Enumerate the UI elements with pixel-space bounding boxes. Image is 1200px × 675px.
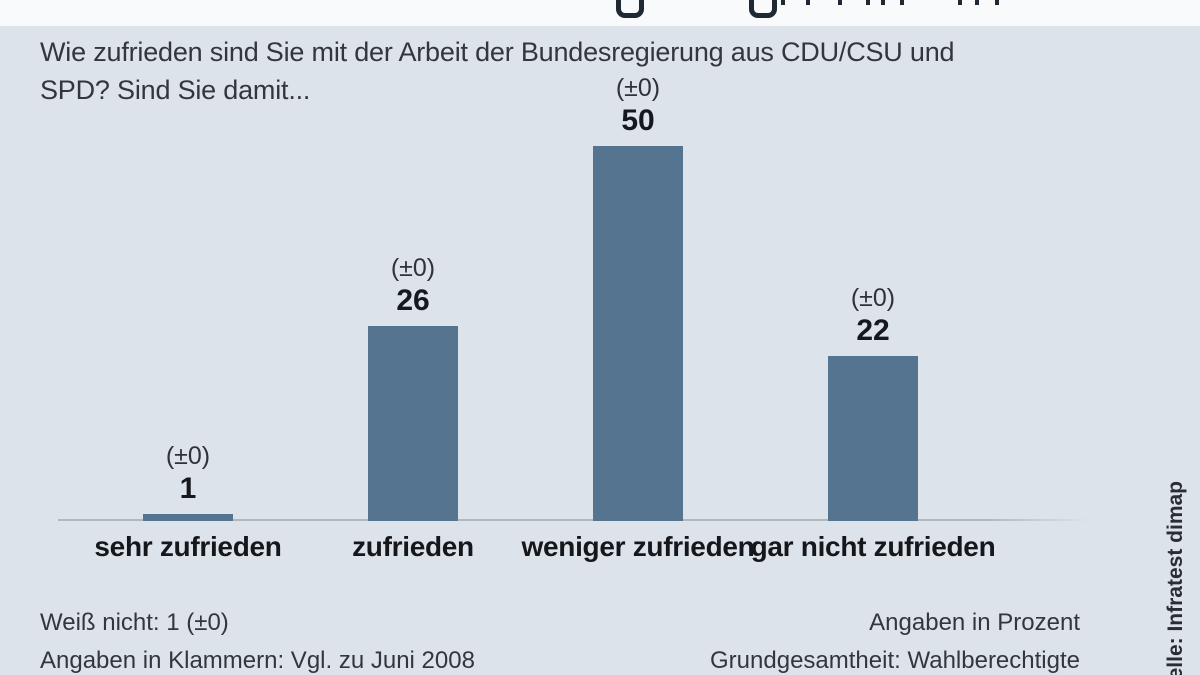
bar xyxy=(593,146,683,521)
survey-question: Wie zufrieden sind Sie mit der Arbeit de… xyxy=(40,33,1060,109)
bar-group-sehr-zufrieden: (±0) 1 xyxy=(48,441,328,521)
cropped-text-fragment xyxy=(958,0,962,5)
bar-group-gar-nicht-zufrieden: (±0) 22 xyxy=(733,283,1013,521)
source-credit: Quelle: Infratest dimap xyxy=(1164,481,1187,675)
survey-question-line2: SPD? Sind Sie damit... xyxy=(40,75,311,105)
change-label: (±0) xyxy=(850,284,896,312)
cropped-headline-strip xyxy=(0,0,1200,26)
footnote-left: Weiß nicht: 1 (±0) Angaben in Klammern: … xyxy=(40,604,475,675)
cropped-text-fragment xyxy=(616,0,644,18)
cropped-text-fragment xyxy=(866,0,870,5)
footnote-right: Angaben in Prozent Grundgesamtheit: Wahl… xyxy=(710,604,1080,675)
category-label: gar nicht zufrieden xyxy=(750,531,996,562)
cropped-text-fragment xyxy=(838,0,842,5)
bar-group-weniger-zufrieden: (±0) 50 xyxy=(498,73,778,521)
cropped-text-fragment xyxy=(995,0,999,5)
category-label: weniger zufrieden xyxy=(521,531,755,562)
bar xyxy=(828,356,918,521)
value-label: 26 xyxy=(396,284,430,317)
cropped-text-fragment xyxy=(900,0,904,5)
cropped-text-fragment xyxy=(975,0,979,5)
cropped-text-fragment xyxy=(749,0,777,18)
value-label: 1 xyxy=(179,471,197,505)
footnote-grundgesamtheit: Grundgesamtheit: Wahlberechtigte xyxy=(710,647,1080,674)
bar xyxy=(368,326,458,521)
cropped-text-fragment xyxy=(781,0,785,5)
change-label: (±0) xyxy=(165,441,211,470)
footnote-weiss-nicht: Weiß nicht: 1 (±0) xyxy=(40,609,229,636)
cropped-text-fragment xyxy=(806,0,810,5)
axis-baseline xyxy=(58,519,1090,521)
change-label: (±0) xyxy=(615,74,661,102)
survey-question-line1: Wie zufrieden sind Sie mit der Arbeit de… xyxy=(40,37,955,67)
bar xyxy=(143,513,233,521)
footnote-prozent: Angaben in Prozent xyxy=(869,609,1080,636)
category-label: sehr zufrieden xyxy=(94,531,282,562)
change-label: (±0) xyxy=(390,254,436,282)
value-label: 50 xyxy=(621,104,655,137)
footnote-klammern: Angaben in Klammern: Vgl. zu Juni 2008 xyxy=(40,647,475,674)
value-label: 22 xyxy=(856,314,890,347)
bar-group-zufrieden: (±0) 26 xyxy=(273,253,553,521)
cropped-text-fragment xyxy=(881,0,885,5)
category-label: zufrieden xyxy=(352,531,474,562)
